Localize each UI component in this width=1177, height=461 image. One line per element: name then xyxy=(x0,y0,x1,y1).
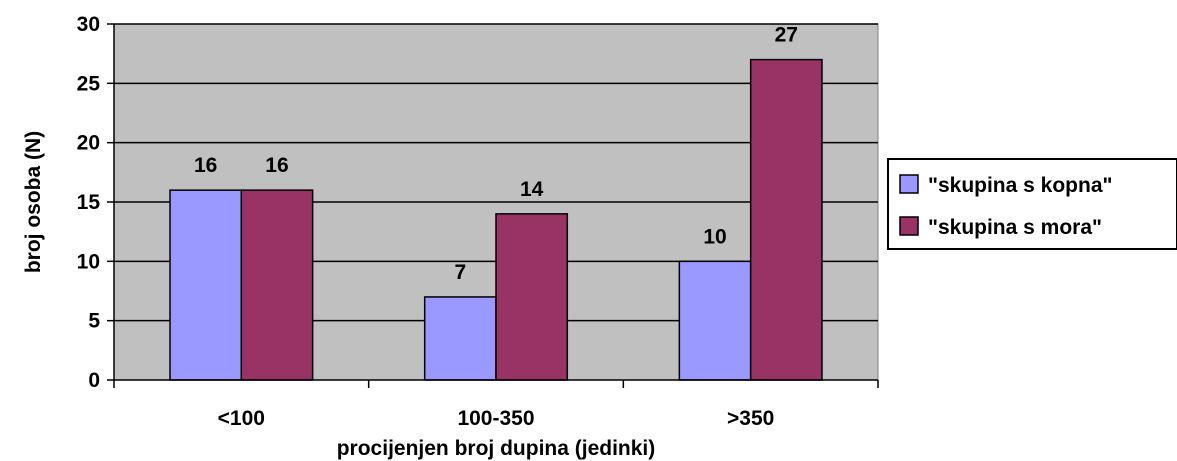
legend: "skupina s kopna" "skupina s mora" xyxy=(887,158,1177,250)
legend-swatch xyxy=(899,174,919,194)
y-tick-label: 30 xyxy=(77,13,100,36)
bar xyxy=(423,296,497,381)
x-tick-label: <100 xyxy=(218,407,265,430)
y-tick-label: 10 xyxy=(77,250,100,273)
bars xyxy=(169,58,823,381)
bar xyxy=(495,213,569,381)
data-label: 16 xyxy=(265,154,288,177)
axes xyxy=(107,23,879,388)
y-tick-label: 25 xyxy=(77,72,101,95)
data-label: 16 xyxy=(194,154,217,177)
legend-label: "skupina s mora" xyxy=(928,216,1102,239)
data-label: 10 xyxy=(703,225,726,248)
y-axis-title: broj osoba (N) xyxy=(22,131,45,273)
x-tick-labels: <100 100-350 >350 xyxy=(218,407,775,430)
legend-box xyxy=(887,158,1177,250)
y-tick-label: 20 xyxy=(77,132,100,155)
y-tick-label: 15 xyxy=(77,191,101,214)
data-labels: 16 16 7 14 10 27 xyxy=(194,24,798,284)
y-tick-labels: 0 5 10 15 20 25 30 xyxy=(77,13,101,392)
y-tick-label: 0 xyxy=(88,369,100,392)
x-tick-label: 100-350 xyxy=(457,407,534,430)
bar xyxy=(240,189,314,381)
legend-label: "skupina s kopna" xyxy=(928,174,1112,197)
legend-swatch xyxy=(899,216,919,236)
data-label: 14 xyxy=(520,178,544,201)
x-axis-title: procijenjen broj dupina (jedinki) xyxy=(337,437,656,460)
y-tick-label: 5 xyxy=(88,310,100,333)
x-tick-label: >350 xyxy=(727,407,774,430)
data-label: 27 xyxy=(775,24,798,47)
bar xyxy=(678,260,752,381)
bar xyxy=(749,58,823,381)
bar xyxy=(169,189,243,381)
data-label: 7 xyxy=(455,261,467,284)
